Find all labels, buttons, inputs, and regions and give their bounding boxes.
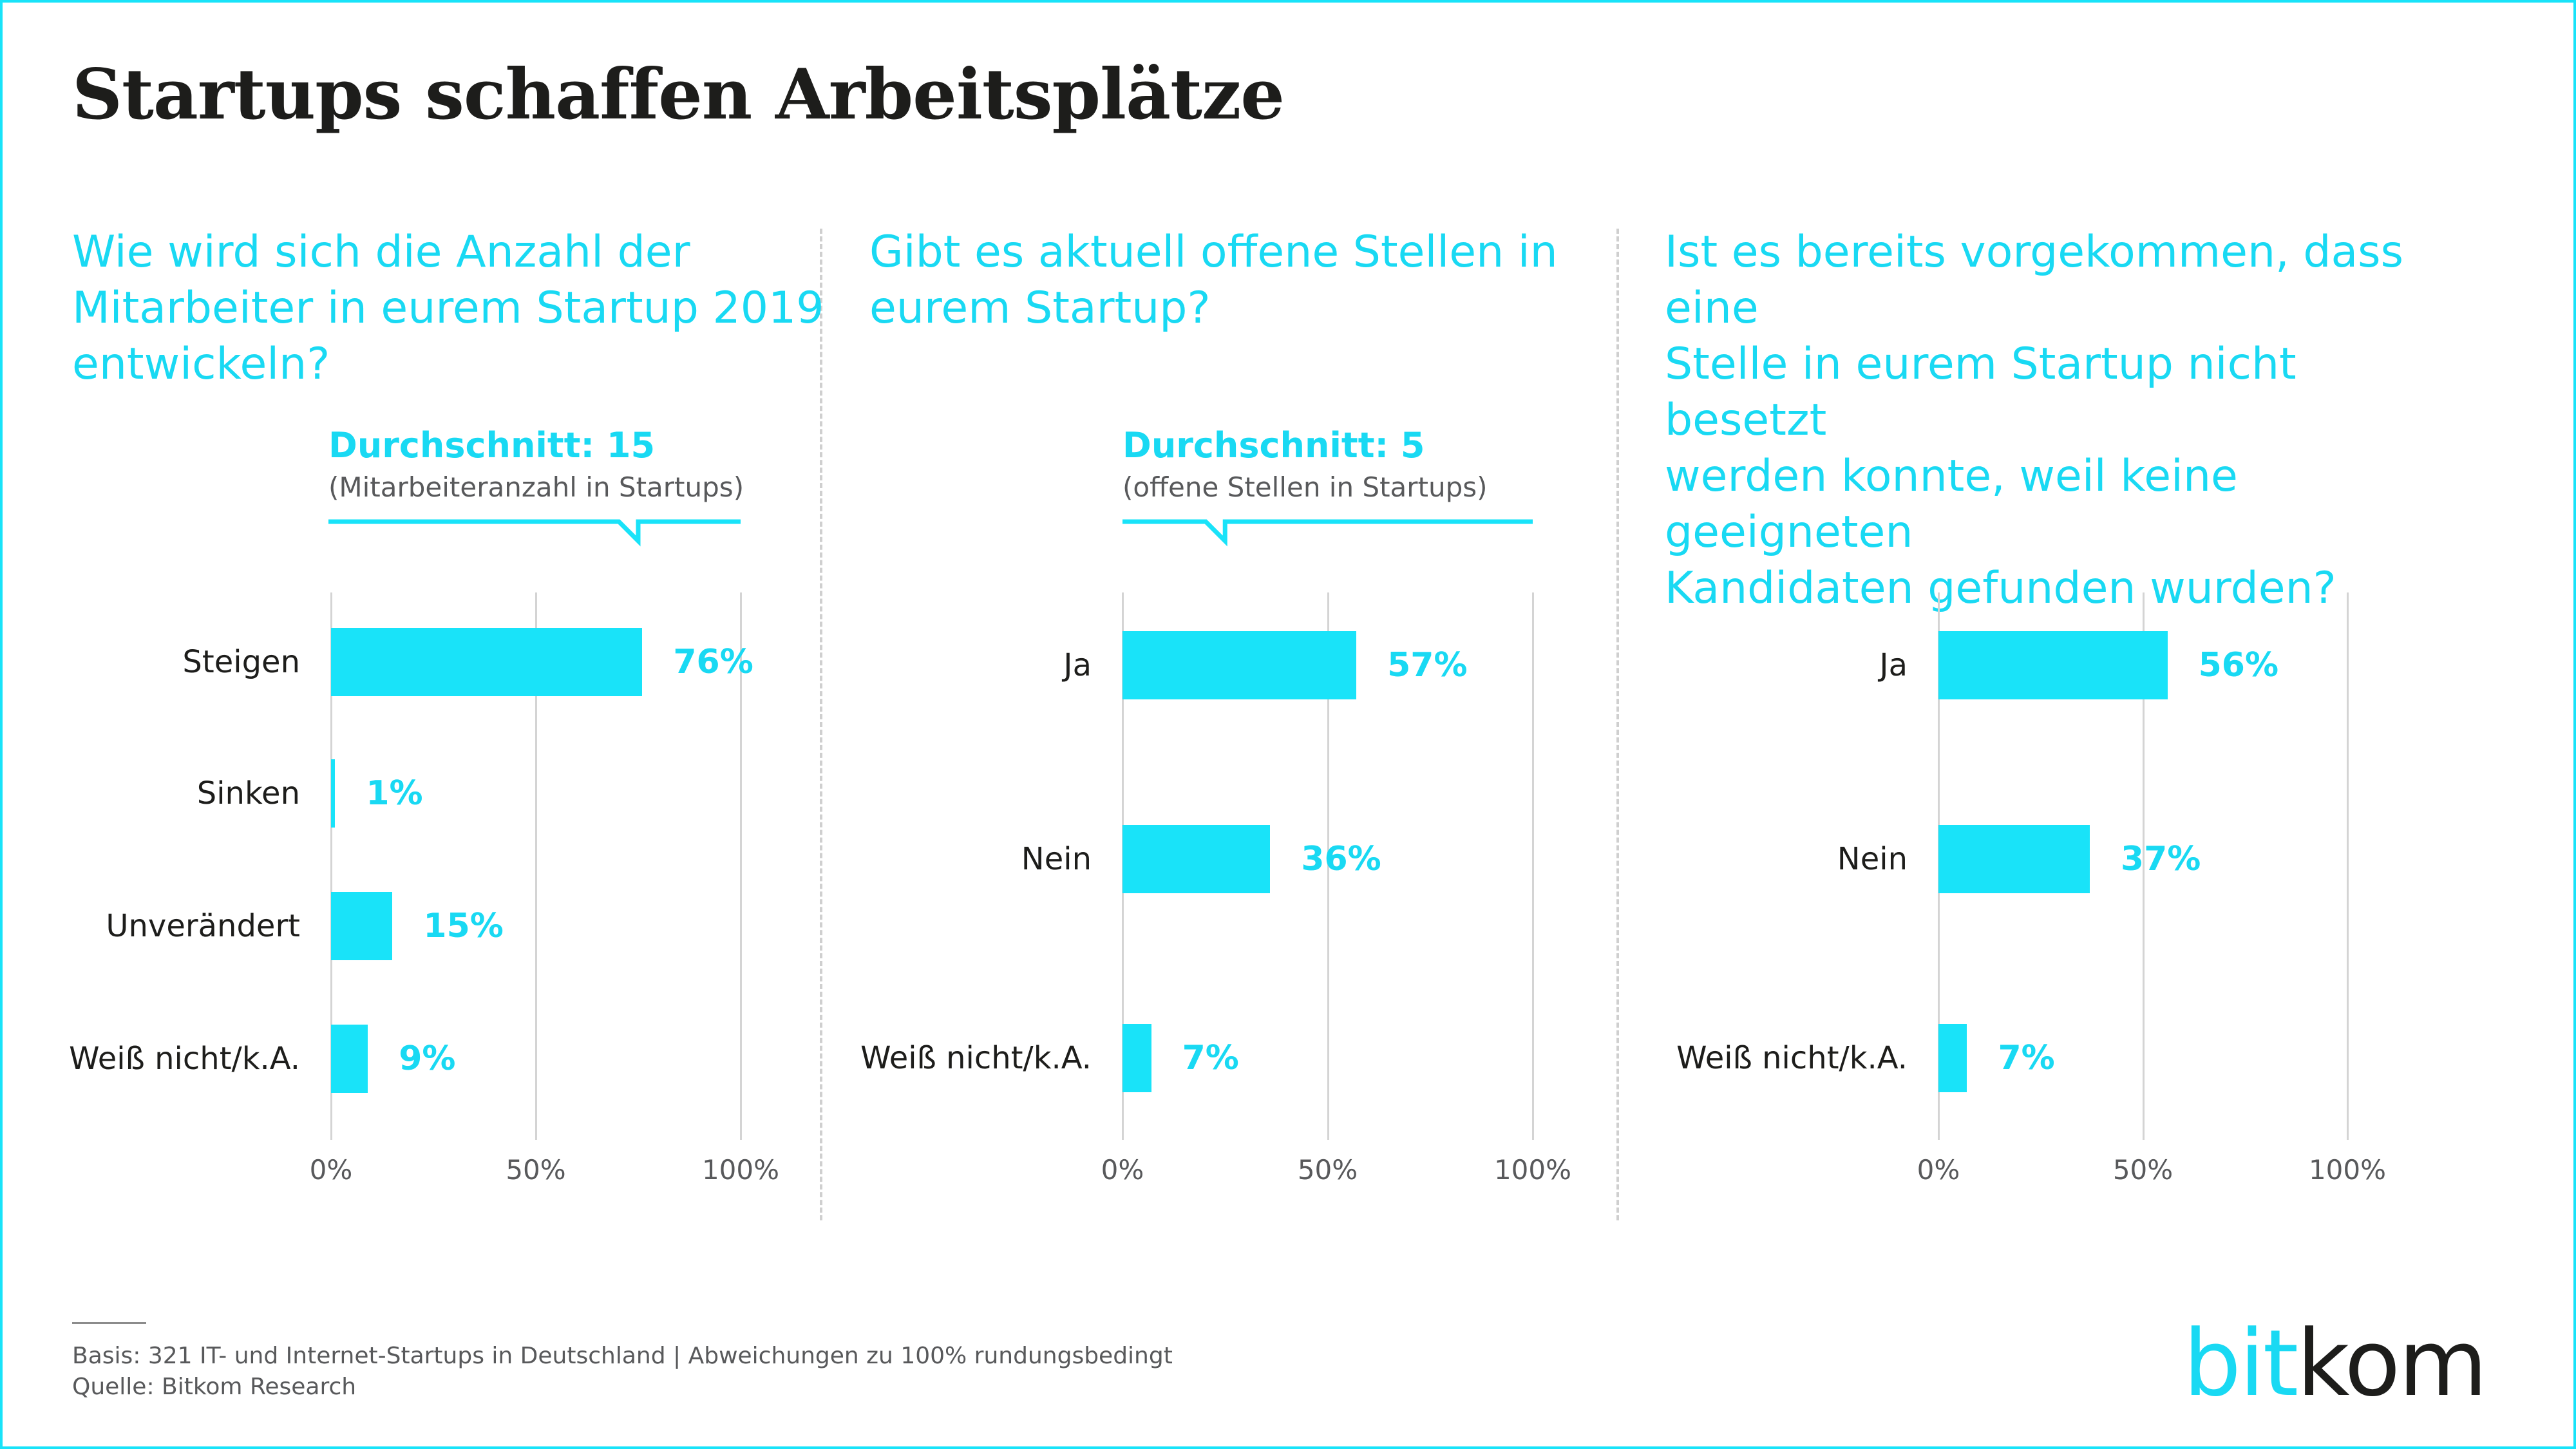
value-label: 7% — [1182, 1039, 1239, 1077]
average-sublabel: (offene Stellen in Startups) — [1122, 471, 1488, 503]
footer-rule — [72, 1322, 146, 1324]
category-label: Nein — [1021, 841, 1092, 877]
bar — [331, 628, 643, 696]
bitkom-logo: bitkom — [2183, 1311, 2488, 1417]
question-line: eurem Startup? — [869, 283, 1211, 334]
question-line: Mitarbeiter in eurem Startup 2019 — [72, 283, 824, 334]
x-tick-label: 50% — [2112, 1154, 2174, 1186]
category-label: Weiß nicht/k.A. — [860, 1040, 1092, 1076]
bar — [331, 759, 336, 828]
gridline — [535, 592, 537, 1140]
category-label: Weiß nicht/k.A. — [69, 1041, 300, 1077]
bar — [1938, 631, 2168, 699]
value-label: 36% — [1301, 840, 1381, 878]
bar — [1122, 825, 1271, 893]
panel-divider — [820, 229, 822, 1220]
question-title: Gibt es aktuell offene Stellen in eurem S… — [869, 224, 1655, 336]
value-label: 9% — [399, 1039, 456, 1078]
gridline — [2142, 592, 2145, 1140]
category-label: Ja — [1879, 647, 1908, 683]
value-label: 15% — [423, 907, 504, 945]
average-sublabel: (Mitarbeiteranzahl in Startups) — [328, 471, 744, 503]
question-line: Wie wird sich die Anzahl der — [72, 227, 690, 278]
x-tick-label: 100% — [701, 1154, 780, 1186]
x-tick-label: 100% — [1493, 1154, 1572, 1186]
bar — [1122, 1024, 1151, 1092]
value-label: 76% — [673, 643, 753, 681]
logo-part-kom: kom — [2297, 1311, 2487, 1417]
logo-part-bit: bit — [2183, 1311, 2298, 1417]
bar — [1122, 631, 1357, 699]
category-label: Nein — [1837, 841, 1908, 877]
bar — [331, 892, 393, 960]
x-tick-label: 0% — [309, 1154, 353, 1186]
average-label: Durchschnitt: 5 — [1122, 425, 1425, 466]
question-title: Ist es bereits vorgekommen, dass eine Ste… — [1665, 224, 2450, 616]
gridline — [1532, 592, 1534, 1140]
value-label: 57% — [1387, 646, 1468, 685]
x-tick-label: 0% — [1101, 1154, 1144, 1186]
value-label: 56% — [2198, 646, 2279, 685]
question-line: Stelle in eurem Startup nicht besetzt — [1665, 339, 2297, 446]
panel-divider — [1616, 229, 1619, 1220]
x-tick-label: 0% — [1917, 1154, 1960, 1186]
x-tick-label: 50% — [1297, 1154, 1358, 1186]
callout-path — [1122, 519, 1533, 547]
gridline — [1327, 592, 1329, 1140]
average-callout-line — [328, 519, 741, 547]
bar — [331, 1025, 368, 1093]
gridline — [740, 592, 742, 1140]
value-label: 37% — [2120, 840, 2201, 878]
category-label: Unverändert — [106, 908, 300, 944]
gridline — [330, 592, 332, 1140]
category-label: Sinken — [196, 775, 300, 811]
category-label: Weiß nicht/k.A. — [1676, 1040, 1908, 1076]
footer-basis: Basis: 321 IT- und Internet-Startups in … — [72, 1343, 1173, 1369]
category-label: Ja — [1063, 647, 1092, 683]
x-tick-label: 100% — [2308, 1154, 2387, 1186]
question-line: entwickeln? — [72, 339, 330, 390]
bar — [1938, 1024, 1967, 1092]
callout-path — [328, 519, 741, 547]
value-label: 7% — [1998, 1039, 2055, 1077]
question-line: Kandidaten gefunden wurden? — [1665, 563, 2336, 614]
bar — [1938, 825, 2090, 893]
value-label: 1% — [366, 774, 423, 813]
question-line: werden konnte, weil keine geeigneten — [1665, 451, 2238, 558]
average-label: Durchschnitt: 15 — [328, 425, 656, 466]
x-tick-label: 50% — [506, 1154, 566, 1186]
question-title: Wie wird sich die Anzahl der Mitarbeiter … — [72, 224, 858, 392]
average-callout-line — [1122, 519, 1533, 547]
question-line: Ist es bereits vorgekommen, dass eine — [1665, 227, 2404, 334]
question-line: Gibt es aktuell offene Stellen in — [869, 227, 1558, 278]
footer-source: Quelle: Bitkom Research — [72, 1374, 357, 1400]
page-title: Startups schaffen Arbeitsplätze — [72, 54, 1285, 135]
category-label: Steigen — [182, 644, 300, 680]
gridline — [2347, 592, 2349, 1140]
